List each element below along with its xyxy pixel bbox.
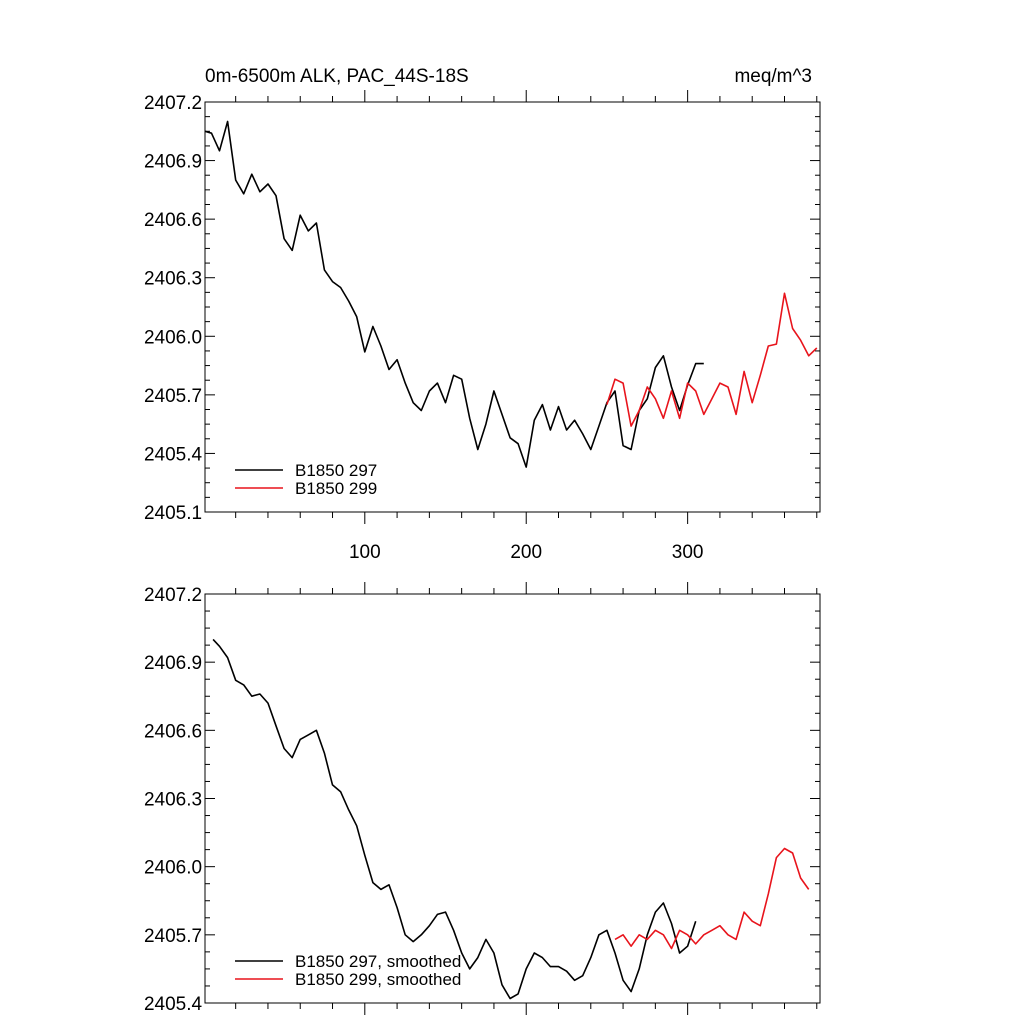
- series-line-0: [205, 120, 704, 468]
- plot-frame: [204, 101, 821, 513]
- legend-label-0: B1850 297: [295, 461, 377, 480]
- y-tick-label: 2407.2: [144, 93, 202, 114]
- chart-title: 0m-6500m ALK, PAC_44S-18S: [205, 66, 469, 87]
- x-tick-label: 300: [672, 542, 704, 563]
- y-tick-label: 2406.3: [144, 790, 202, 811]
- legend-label-0: B1850 297, smoothed: [295, 952, 461, 971]
- y-tick-label: 2405.7: [144, 386, 202, 407]
- y-tick-label: 2406.9: [144, 152, 202, 173]
- series-line-1: [614, 847, 810, 950]
- legend-label-1: B1850 299: [295, 479, 377, 498]
- y-tick-label: 2407.2: [144, 585, 202, 606]
- chart-panel-top: 2405.1 2405.4 2405.7 2406.0 2406.3 2406.6 2406…: [144, 66, 821, 563]
- y-tick-label: 2406.0: [144, 858, 202, 879]
- series-line-1: [606, 292, 818, 427]
- x-tick-label: 200: [510, 542, 542, 563]
- y-tick-label: 2406.9: [144, 653, 202, 674]
- y-tick-label: 2405.4: [144, 444, 203, 465]
- y-tick-label: 2406.6: [144, 721, 202, 742]
- units-label: meq/m^3: [734, 66, 812, 87]
- y-tick-label: 2405.1: [144, 503, 202, 524]
- series-line-0: [212, 638, 697, 1000]
- plot-frame: [204, 593, 821, 1004]
- y-tick-label: 2405.4: [144, 994, 203, 1015]
- y-tick-label: 2405.7: [144, 926, 202, 947]
- legend-label-1: B1850 299, smoothed: [295, 970, 461, 989]
- y-tick-label: 2406.6: [144, 210, 202, 231]
- x-tick-label: 100: [349, 542, 381, 563]
- chart-panel-bottom: 2405.4 2405.7 2406.0 2406.3 2406.6 2406.9 2407…: [144, 582, 821, 1015]
- y-tick-label: 2406.3: [144, 269, 202, 290]
- y-tick-label: 2406.0: [144, 327, 202, 348]
